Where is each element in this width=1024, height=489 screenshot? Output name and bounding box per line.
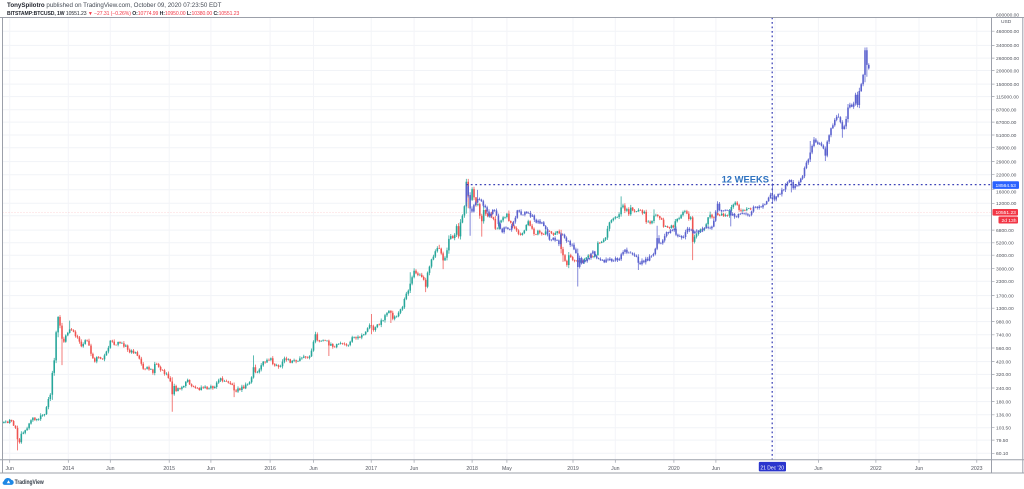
- svg-text:180.00: 180.00: [996, 399, 1011, 405]
- svg-text:Jun: Jun: [611, 466, 619, 472]
- svg-text:200000.00: 200000.00: [996, 68, 1019, 74]
- svg-text:3000.00: 3000.00: [996, 267, 1014, 273]
- svg-text:2015: 2015: [163, 466, 175, 472]
- svg-text:2018: 2018: [466, 466, 478, 472]
- svg-text:Jun: Jun: [207, 466, 215, 472]
- svg-text:BITSTAMP:BTCUSD, 1W 10551.23 ▼: BITSTAMP:BTCUSD, 1W 10551.23 ▼ −27.31 (−…: [7, 11, 240, 17]
- svg-text:2d 13h: 2d 13h: [1002, 218, 1017, 224]
- svg-text:460000.00: 460000.00: [996, 29, 1019, 35]
- svg-text:115000.00: 115000.00: [996, 94, 1019, 100]
- svg-text:980.00: 980.00: [996, 319, 1011, 325]
- svg-text:Jun: Jun: [410, 466, 418, 472]
- svg-text:51000.00: 51000.00: [996, 133, 1017, 139]
- svg-text:Jun: Jun: [106, 466, 114, 472]
- svg-text:560.00: 560.00: [996, 346, 1011, 352]
- svg-text:TonySpilotro published on Trad: TonySpilotro published on TradingView.co…: [7, 2, 222, 9]
- svg-text:420.00: 420.00: [996, 359, 1011, 365]
- svg-text:260000.00: 260000.00: [996, 56, 1019, 62]
- svg-text:16000.00: 16000.00: [996, 190, 1017, 196]
- svg-text:Jun: Jun: [309, 466, 317, 472]
- svg-text:12000.00: 12000.00: [996, 201, 1017, 207]
- svg-text:4000.00: 4000.00: [996, 253, 1014, 259]
- svg-text:1700.00: 1700.00: [996, 293, 1014, 299]
- svg-text:340000.00: 340000.00: [996, 43, 1019, 49]
- svg-text:320.00: 320.00: [996, 372, 1011, 378]
- svg-text:2020: 2020: [668, 466, 680, 472]
- svg-text:USD: USD: [1001, 19, 1012, 25]
- svg-text:TradingView: TradingView: [15, 479, 45, 486]
- svg-text:67000.00: 67000.00: [996, 120, 1017, 126]
- svg-text:600000.00: 600000.00: [996, 12, 1019, 18]
- svg-text:6800.00: 6800.00: [996, 228, 1014, 234]
- svg-text:2019: 2019: [567, 466, 579, 472]
- svg-text:29000.00: 29000.00: [996, 159, 1017, 165]
- svg-text:150000.00: 150000.00: [996, 82, 1019, 88]
- svg-text:240.00: 240.00: [996, 386, 1011, 392]
- svg-text:39000.00: 39000.00: [996, 146, 1017, 152]
- svg-text:18564.53: 18564.53: [996, 183, 1017, 189]
- svg-text:103.50: 103.50: [996, 426, 1011, 432]
- svg-text:Jun: Jun: [814, 466, 822, 472]
- svg-text:Jun: Jun: [6, 466, 14, 472]
- svg-text:2016: 2016: [264, 466, 276, 472]
- svg-text:22000.00: 22000.00: [996, 173, 1017, 179]
- svg-text:2017: 2017: [365, 466, 377, 472]
- svg-text:May: May: [502, 466, 512, 472]
- svg-text:5200.00: 5200.00: [996, 241, 1014, 247]
- svg-text:79.50: 79.50: [996, 438, 1009, 444]
- svg-text:Jun: Jun: [712, 466, 720, 472]
- svg-text:740.00: 740.00: [996, 333, 1011, 339]
- svg-text:2300.00: 2300.00: [996, 279, 1014, 285]
- svg-text:2014: 2014: [63, 466, 75, 472]
- svg-text:136.00: 136.00: [996, 413, 1011, 419]
- svg-text:Jun: Jun: [915, 466, 923, 472]
- svg-text:1300.00: 1300.00: [996, 306, 1014, 312]
- svg-text:60.10: 60.10: [996, 451, 1009, 457]
- svg-text:10551.23: 10551.23: [996, 210, 1017, 216]
- svg-text:2023: 2023: [971, 466, 983, 472]
- svg-text:21 Dec '20: 21 Dec '20: [760, 465, 784, 471]
- svg-text:2022: 2022: [870, 466, 882, 472]
- svg-text:12 WEEKS: 12 WEEKS: [722, 174, 769, 185]
- svg-text:87000.00: 87000.00: [996, 108, 1017, 114]
